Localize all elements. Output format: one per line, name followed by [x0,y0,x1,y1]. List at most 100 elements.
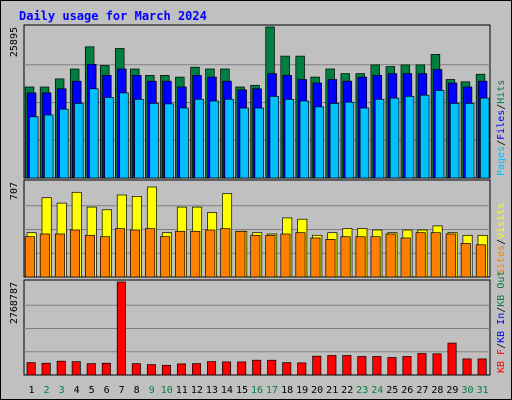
bar-kb-f-day-8 [131,363,141,376]
legend-entry-kb-f: KB F [496,349,507,373]
x-tick-label: 2 [43,385,49,396]
bar-kb-f-day-12 [192,363,202,376]
bar-sites-day-28 [430,232,441,278]
legend-entry-: / [496,307,507,313]
bar-pages-day-17 [269,96,279,179]
bar-pages-day-18 [284,98,295,179]
panel-bottom-bars [26,281,487,376]
bar-kb-f-day-26 [402,356,412,376]
bar-pages-day-2 [44,114,54,179]
panel-bottom-legend: KB F/KB In/KB Out [496,271,507,373]
bar-sites-day-8 [130,229,141,278]
bar-pages-day-29 [449,103,460,179]
legend-entry-sites: Sites [496,245,507,275]
bar-kb-f-day-5 [86,363,96,376]
bar-kb-f-day-9 [146,364,156,376]
bar-pages-day-4 [74,103,84,179]
bar-sites-day-26 [400,237,411,278]
bar-sites-day-31 [475,244,486,278]
x-tick-label: 27 [416,385,428,396]
x-tick-label: 8 [134,385,140,396]
x-tick-label: 31 [476,385,488,396]
bar-sites-day-21 [325,239,336,278]
bar-kb-f-day-2 [41,362,51,376]
x-tick-label: 17 [266,385,278,396]
bar-sites-day-6 [100,236,111,278]
bar-kb-f-day-4 [71,361,81,376]
bar-pages-day-31 [480,97,490,179]
bar-kb-f-day-27 [417,353,427,376]
bar-sites-day-23 [355,236,366,278]
bar-kb-f-day-15 [237,361,247,376]
x-tick-label: 6 [104,385,110,396]
bar-pages-day-13 [209,100,219,179]
bar-kb-f-day-22 [342,355,352,376]
bar-pages-day-3 [59,108,69,179]
bar-pages-day-24 [374,98,385,179]
bar-pages-day-12 [194,98,204,179]
x-tick-label: 20 [311,385,323,396]
bar-pages-day-16 [254,107,264,179]
bar-kb-f-day-25 [387,357,397,376]
bar-sites-day-9 [145,228,156,278]
x-tick-label: 28 [431,385,443,396]
legend-entry-pages: Pages [496,146,507,176]
bar-kb-f-day-24 [372,356,382,376]
bar-pages-day-5 [89,88,99,179]
bar-kb-f-day-20 [312,355,322,376]
bar-sites-day-1 [24,236,35,278]
x-tick-label: 12 [191,385,203,396]
bar-kb-f-day-31 [477,358,487,376]
bar-kb-f-day-1 [26,362,36,376]
panel-middle-max-label: 707 [9,182,20,200]
bar-kb-f-day-29 [447,342,457,376]
bar-pages-day-27 [419,94,430,179]
bar-pages-day-19 [299,100,310,179]
bar-sites-day-11 [175,230,186,278]
legend-entry-kb-in: KB In [496,313,507,343]
bar-sites-day-22 [340,236,351,278]
bar-sites-day-4 [69,229,80,278]
x-tick-label: 15 [236,385,248,396]
x-tick-label: 4 [74,385,80,396]
bar-pages-day-26 [404,96,415,179]
bar-kb-f-day-21 [327,355,337,376]
bar-sites-day-20 [310,237,321,278]
bar-kb-f-day-7 [116,281,126,376]
bar-sites-day-3 [54,233,65,278]
bar-sites-day-15 [235,230,246,278]
bar-pages-day-1 [29,116,39,179]
x-tick-label: 3 [59,385,65,396]
bar-sites-day-13 [205,229,216,278]
bar-sites-day-5 [84,234,95,278]
bar-pages-day-15 [239,107,249,179]
bar-pages-day-30 [464,103,475,179]
panel-middle-bars [24,186,488,278]
x-tick-label: 22 [341,385,353,396]
x-tick-label: 26 [401,385,413,396]
x-tick-label: 19 [296,385,308,396]
bar-kb-f-day-18 [282,362,292,376]
bar-sites-day-30 [460,243,471,278]
legend-entry-kb-out: KB Out [496,271,507,307]
bar-pages-day-9 [149,103,159,179]
bar-kb-f-day-23 [357,356,367,376]
legend-entry-hits: Hits [496,80,507,104]
bar-sites-day-14 [220,228,231,278]
x-tick-label: 14 [221,385,233,396]
panel-top-legend: Pages/Files/Hits [496,80,507,176]
legend-entry-: / [496,343,507,349]
bar-sites-day-18 [280,233,291,278]
legend-entry-: / [496,104,507,110]
chart-title: Daily usage for March 2024 [19,9,207,23]
x-tick-label: 10 [161,385,173,396]
x-tick-label: 30 [461,385,473,396]
panel-top-bars [24,26,490,179]
x-tick-label: 9 [149,385,155,396]
x-tick-label: 11 [176,385,188,396]
bar-kb-f-day-3 [56,360,66,376]
bar-sites-day-24 [370,236,381,278]
legend-entry-: / [496,140,507,146]
bar-sites-day-12 [190,230,201,278]
bar-kb-f-day-30 [462,358,472,376]
